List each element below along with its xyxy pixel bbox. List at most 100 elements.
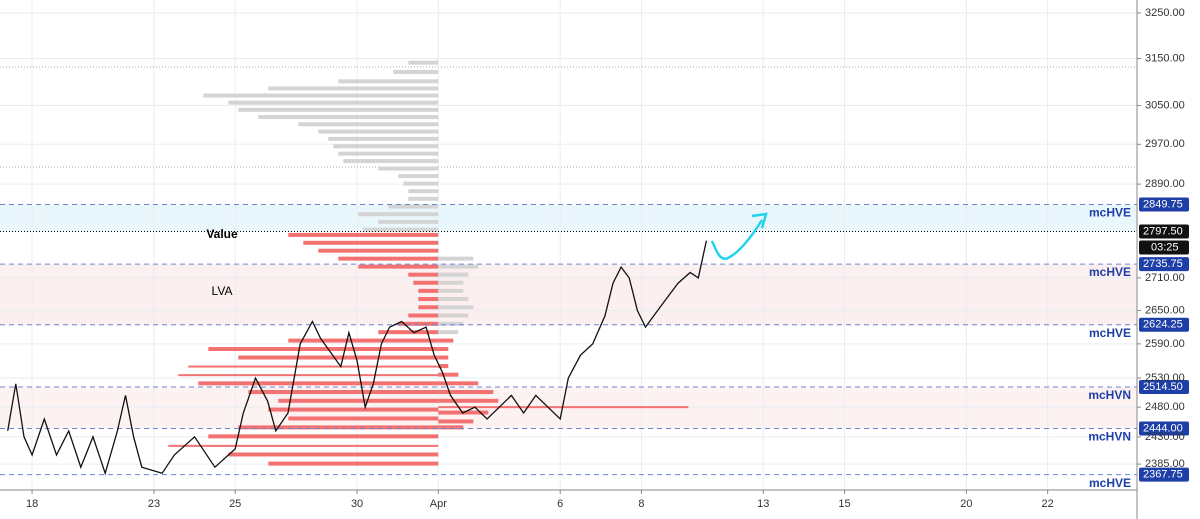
- profile-bar: [408, 196, 439, 201]
- profile-bar: [238, 107, 439, 112]
- profile-bar: [338, 151, 439, 156]
- profile-bar: [438, 256, 474, 261]
- profile-bar: [438, 419, 474, 424]
- profile-bar: [438, 297, 469, 302]
- profile-bar: [228, 452, 439, 457]
- profile-bar: [438, 264, 479, 269]
- countdown-box: [1139, 240, 1189, 255]
- profile-bar: [438, 364, 449, 369]
- profile-bar: [408, 272, 439, 277]
- profile-bar: [438, 288, 464, 293]
- y-tick-label: 2970.00: [1145, 138, 1185, 150]
- profile-bar: [438, 338, 454, 343]
- x-tick-label: 25: [229, 498, 241, 510]
- profile-bar: [388, 204, 439, 209]
- band: [0, 204, 1137, 232]
- profile-bar: [438, 425, 464, 430]
- band: [0, 264, 1137, 325]
- profile-bar: [178, 374, 439, 377]
- profile-bar: [413, 280, 439, 285]
- arrow-head: [751, 212, 768, 229]
- countdown: 03:25: [1151, 241, 1179, 253]
- profile-bar: [438, 330, 459, 335]
- annotation: Value: [206, 227, 238, 241]
- profile-bar: [378, 330, 439, 335]
- profile-bar: [408, 60, 439, 65]
- profile-bar: [363, 227, 439, 232]
- profile-bar: [168, 444, 439, 447]
- profile-bar: [198, 381, 439, 386]
- profile-bar: [438, 355, 449, 360]
- level-label: 2367.75: [1143, 469, 1183, 481]
- price-line: [7, 240, 708, 476]
- profile-bar: [288, 416, 439, 421]
- axis: 3250.00 3150.00 3050.00 2970.00 2890.00 2710.…: [26, 7, 1185, 510]
- profile-bar: [338, 256, 439, 261]
- arrow: [710, 219, 764, 261]
- profile-bar: [278, 398, 439, 403]
- x-tick-label: 22: [1042, 498, 1054, 510]
- y-tick-label: 3050.00: [1145, 99, 1185, 111]
- profile-bar: [403, 181, 439, 186]
- level-label-box: [1139, 467, 1189, 482]
- x-tick-label: 30: [351, 498, 363, 510]
- profile-bar: [238, 425, 439, 430]
- y-tick-label: 2890.00: [1145, 178, 1185, 190]
- profile-bar: [438, 406, 689, 409]
- profile-bar: [328, 136, 439, 141]
- profile-bar: [268, 86, 439, 91]
- profile-bar: [203, 93, 439, 98]
- profile-bar: [208, 347, 439, 352]
- profile-bar: [438, 390, 494, 395]
- level-label: 2444.00: [1143, 422, 1183, 434]
- y-tick-label: 2480.00: [1145, 401, 1185, 413]
- profile-bar: [298, 122, 439, 127]
- x-tick-label: Apr: [430, 498, 447, 510]
- profile-bar: [378, 166, 439, 171]
- profile-bar: [358, 212, 439, 217]
- profile-bar: [438, 280, 464, 285]
- y-tick-label: 3250.00: [1145, 7, 1185, 19]
- x-tick-label: 15: [838, 498, 850, 510]
- level-label-box: [1139, 197, 1189, 212]
- x-tick-label: 8: [638, 498, 644, 510]
- profile-bar: [398, 174, 439, 179]
- profile-bar: [318, 248, 439, 253]
- x-tick-label: 6: [557, 498, 563, 510]
- x-tick-label: 20: [960, 498, 972, 510]
- profile-bar: [303, 240, 439, 245]
- profile-bar: [228, 100, 439, 105]
- profile-bar: [438, 372, 459, 377]
- profile-bar: [268, 407, 439, 412]
- profile-bar: [238, 355, 439, 360]
- level-label-box: [1139, 421, 1189, 436]
- profile-bar: [438, 398, 499, 403]
- profiles: [168, 60, 689, 466]
- y-tick-label: 2650.00: [1145, 304, 1185, 316]
- profile-bar: [398, 321, 439, 326]
- profile-bar: [438, 321, 464, 326]
- level-name: mcHVN: [1088, 388, 1131, 402]
- profile-bar: [418, 288, 439, 293]
- y-tick-label: 3150.00: [1145, 52, 1185, 64]
- profile-bar: [288, 338, 439, 343]
- x-tick-label: 13: [757, 498, 769, 510]
- x-tick-label: 23: [148, 498, 160, 510]
- y-tick-label: 2385.00: [1145, 458, 1185, 470]
- profile-bar: [208, 434, 439, 439]
- level-label: 2849.75: [1143, 198, 1183, 210]
- level-name: mcHVE: [1089, 206, 1131, 220]
- level-label: 2514.50: [1143, 381, 1183, 393]
- level-name: mcHVN: [1088, 430, 1131, 444]
- profile-bar: [438, 347, 449, 352]
- profile-bar: [378, 219, 439, 224]
- level-label: 2735.75: [1143, 258, 1183, 270]
- profile-bar: [248, 390, 439, 395]
- level-name: mcHVE: [1089, 326, 1131, 340]
- y-tick-label: 2530.00: [1145, 372, 1185, 384]
- profile-bar: [438, 381, 479, 386]
- profile-bar: [418, 305, 439, 310]
- y-tick-label: 2590.00: [1145, 338, 1185, 350]
- profile-bar: [343, 159, 439, 164]
- price: [7, 240, 708, 476]
